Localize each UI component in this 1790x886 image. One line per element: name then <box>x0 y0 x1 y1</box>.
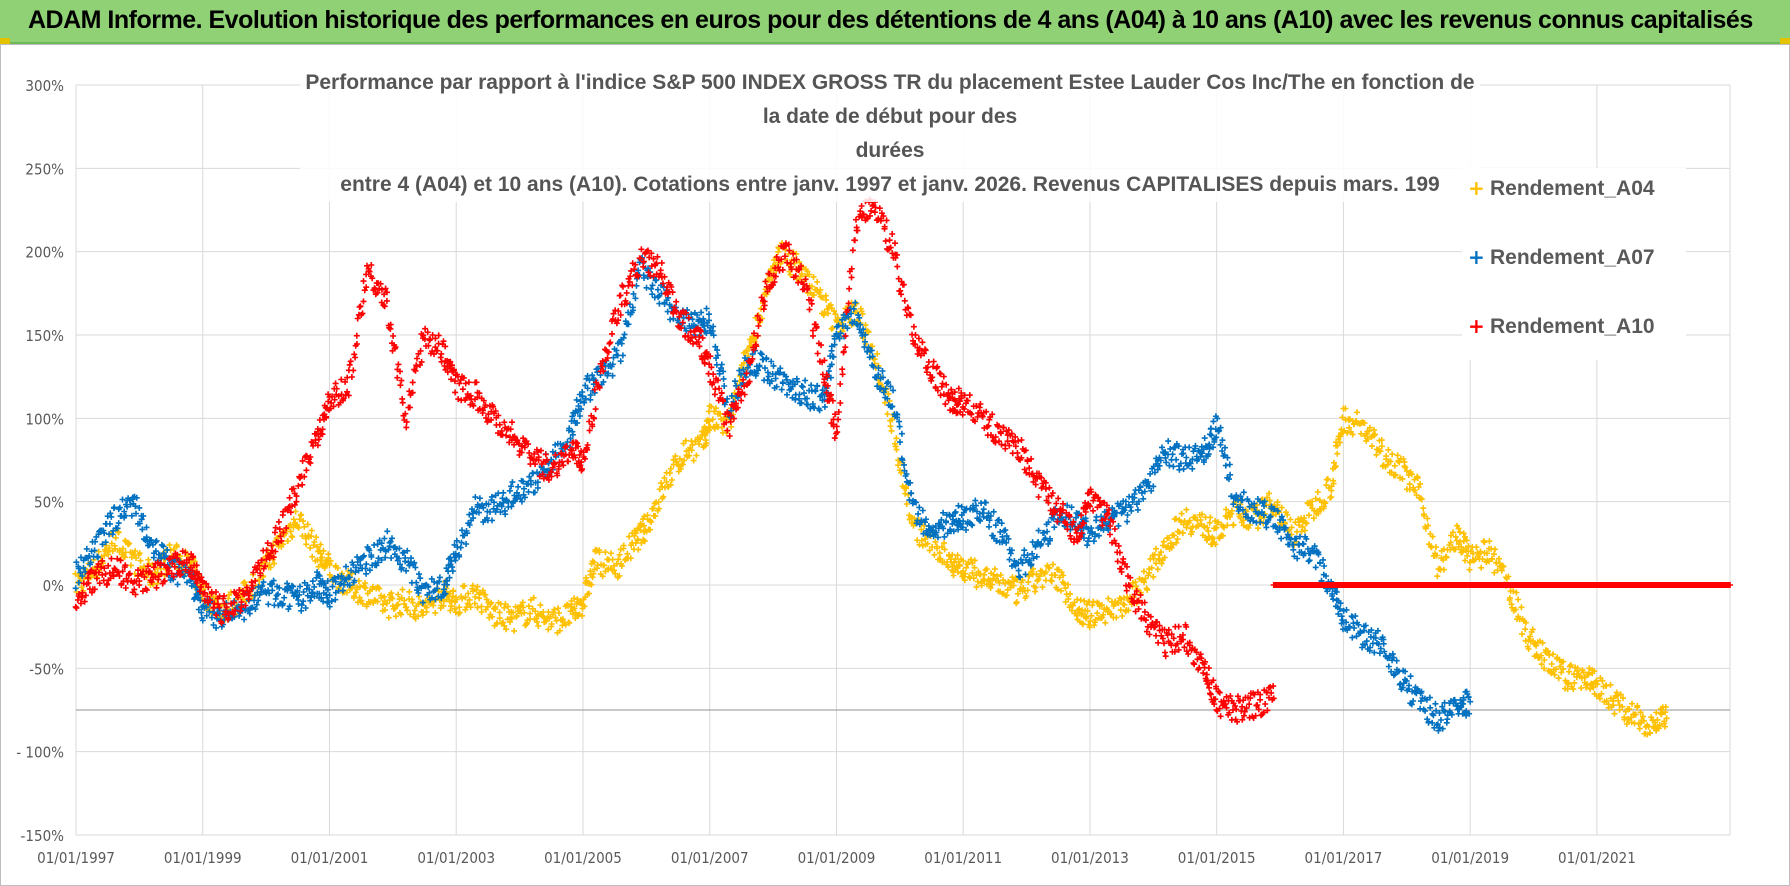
x-tick-label: 01/01/2015 <box>1178 849 1256 867</box>
chart-title-line-2: durées <box>855 139 925 162</box>
x-tick-label: 01/01/2001 <box>291 849 369 867</box>
legend-item-a04: + Rendement_A04 <box>1462 174 1686 204</box>
legend-label-a07: Rendement_A07 <box>1490 246 1655 269</box>
banner-corner-left <box>0 38 10 44</box>
legend-label-a10: Rendement_A10 <box>1490 315 1655 338</box>
chart-title-line-3: entre 4 (A04) et 10 ans (A10). Cotations… <box>340 173 1440 196</box>
chart-title: Performance par rapport à l'indice S&P 5… <box>300 66 1480 202</box>
x-tick-label: 01/01/2017 <box>1305 849 1383 867</box>
series-points-rendement_a10_flat <box>1270 582 1733 588</box>
series-rendement_a04 <box>72 240 1670 738</box>
legend-marker-a10: + <box>1468 314 1485 338</box>
x-tick-label: 01/01/1997 <box>37 849 115 867</box>
series-rendement_a10_flat <box>1270 582 1733 588</box>
y-tick-label: 100% <box>25 410 64 428</box>
series-points-rendement_a07 <box>72 254 1474 734</box>
y-tick-label: 250% <box>25 160 64 178</box>
banner: ADAM Informe. Evolution historique des p… <box>0 0 1790 44</box>
y-tick-label: 50% <box>34 494 64 512</box>
x-tick-label: 01/01/2019 <box>1431 849 1509 867</box>
y-tick-label: 150% <box>25 327 64 345</box>
legend: + Rendement_A04 + Rendement_A07 + Rendem… <box>1462 168 1686 360</box>
x-tick-label: 01/01/2009 <box>798 849 876 867</box>
x-tick-label: 01/01/2021 <box>1558 849 1636 867</box>
banner-corner-right <box>1780 38 1790 44</box>
y-tick-label: -50% <box>29 660 64 678</box>
legend-marker-a04: + <box>1468 176 1485 200</box>
series-points-rendement_a10 <box>72 196 1277 725</box>
legend-marker-a07: + <box>1468 245 1485 269</box>
chart-title-line-1: Performance par rapport à l'indice S&P 5… <box>305 71 1475 128</box>
banner-title: ADAM Informe. Evolution historique des p… <box>28 6 1753 34</box>
y-tick-label: 300% <box>25 77 64 95</box>
y-tick-label: 0% <box>43 577 65 595</box>
series-rendement_a07 <box>72 254 1474 734</box>
x-tick-label: 01/01/2013 <box>1051 849 1129 867</box>
y-tick-label: -150% <box>21 827 65 845</box>
y-tick-label: - 100% <box>16 744 64 762</box>
legend-item-a07: + Rendement_A07 <box>1462 243 1686 273</box>
series-points-rendement_a04 <box>72 240 1670 738</box>
legend-label-a04: Rendement_A04 <box>1490 177 1655 200</box>
series-rendement_a10 <box>72 196 1277 725</box>
legend-item-a10: + Rendement_A10 <box>1462 312 1686 342</box>
x-tick-label: 01/01/2007 <box>671 849 749 867</box>
x-tick-label: 01/01/2003 <box>417 849 495 867</box>
x-tick-label: 01/01/2005 <box>544 849 622 867</box>
x-tick-label: 01/01/2011 <box>924 849 1002 867</box>
y-tick-label: 200% <box>25 244 64 262</box>
x-tick-label: 01/01/1999 <box>164 849 242 867</box>
